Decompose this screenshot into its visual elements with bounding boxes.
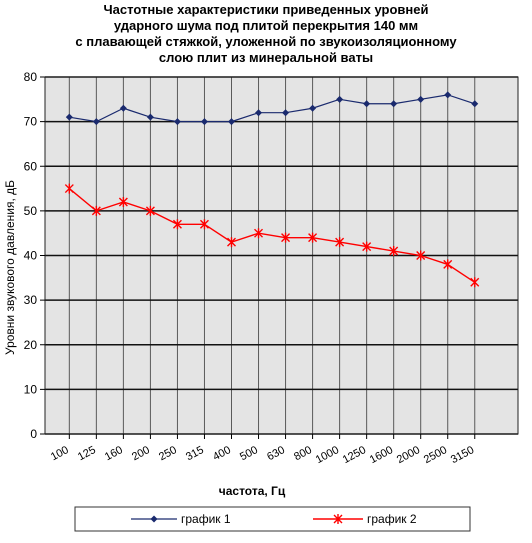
x-tick-label: 315 [184,444,206,463]
data-point [145,205,155,216]
x-tick-label: 125 [76,444,98,463]
data-point [227,118,235,126]
data-point [64,183,74,194]
data-point [65,113,73,121]
chart-title-line: слою плит из минеральной ваты [158,50,374,65]
x-tick-label: 200 [130,444,152,463]
data-point [282,109,290,117]
chart-title-line: Частотные характеристики приведенных уро… [103,2,429,17]
data-point [199,219,209,230]
data-point [92,118,100,126]
x-tick-label: 400 [211,444,233,463]
y-tick-label: 40 [24,249,38,263]
data-point [254,228,264,239]
data-point [118,196,128,207]
data-point [389,246,399,257]
y-axis-label: Уровни звукового давления, дБ [3,180,17,355]
data-point [443,259,453,270]
legend: график 1 график 2 [74,506,471,532]
y-tick-label: 30 [24,293,38,307]
data-point [255,109,263,117]
legend-marker-1 [150,515,158,523]
y-tick-label: 0 [30,427,37,441]
x-tick-label: 3150 [449,444,476,466]
x-tick-label: 1600 [368,444,395,466]
data-point [119,104,127,112]
data-point [417,95,425,103]
data-point [172,219,182,230]
y-tick-label: 20 [24,338,38,352]
data-point [335,237,345,248]
y-tick-label: 10 [24,382,38,396]
x-tick-label: 800 [292,444,314,463]
data-point [390,100,398,108]
x-tick-label: 160 [103,444,125,463]
x-tick-label: 2500 [422,444,449,466]
chart-title-line: с плавающей стяжкой, уложенной по звукои… [75,34,457,49]
legend-box [74,506,471,532]
chart-title: Частотные характеристики приведенных уро… [0,2,532,66]
data-point [336,95,344,103]
data-point [309,104,317,112]
x-tick-label: 500 [238,444,260,463]
data-point [470,277,480,288]
x-tick-label: 100 [49,444,71,463]
data-point [471,100,479,108]
data-point [308,232,318,243]
x-axis-label: частота, Гц [219,484,286,498]
x-tick-label: 250 [157,444,179,463]
legend-marker-2 [333,514,343,524]
data-point [444,91,452,99]
y-tick-label: 80 [24,70,38,84]
x-tick-label: 1000 [314,444,341,466]
series-line-2 [68,188,476,283]
data-point [146,113,154,121]
y-tick-label: 50 [24,204,38,218]
data-point [227,237,236,248]
data-point [91,205,101,216]
data-point [416,250,426,261]
x-tick-label: 1250 [341,444,368,466]
y-tick-label: 70 [24,115,38,129]
legend-label-1: график 1 [181,512,231,526]
data-point [200,118,208,126]
y-tick-label: 60 [24,159,38,173]
x-tick-label: 630 [265,444,287,463]
data-point [281,232,291,243]
series-line-1 [69,94,475,123]
data-point [363,100,371,108]
legend-label-2: график 2 [367,512,417,526]
x-tick-label: 2000 [395,444,422,466]
data-point [173,118,181,126]
data-point [362,241,372,252]
chart-title-line: ударного шума под плитой перекрытия 140 … [113,18,419,33]
